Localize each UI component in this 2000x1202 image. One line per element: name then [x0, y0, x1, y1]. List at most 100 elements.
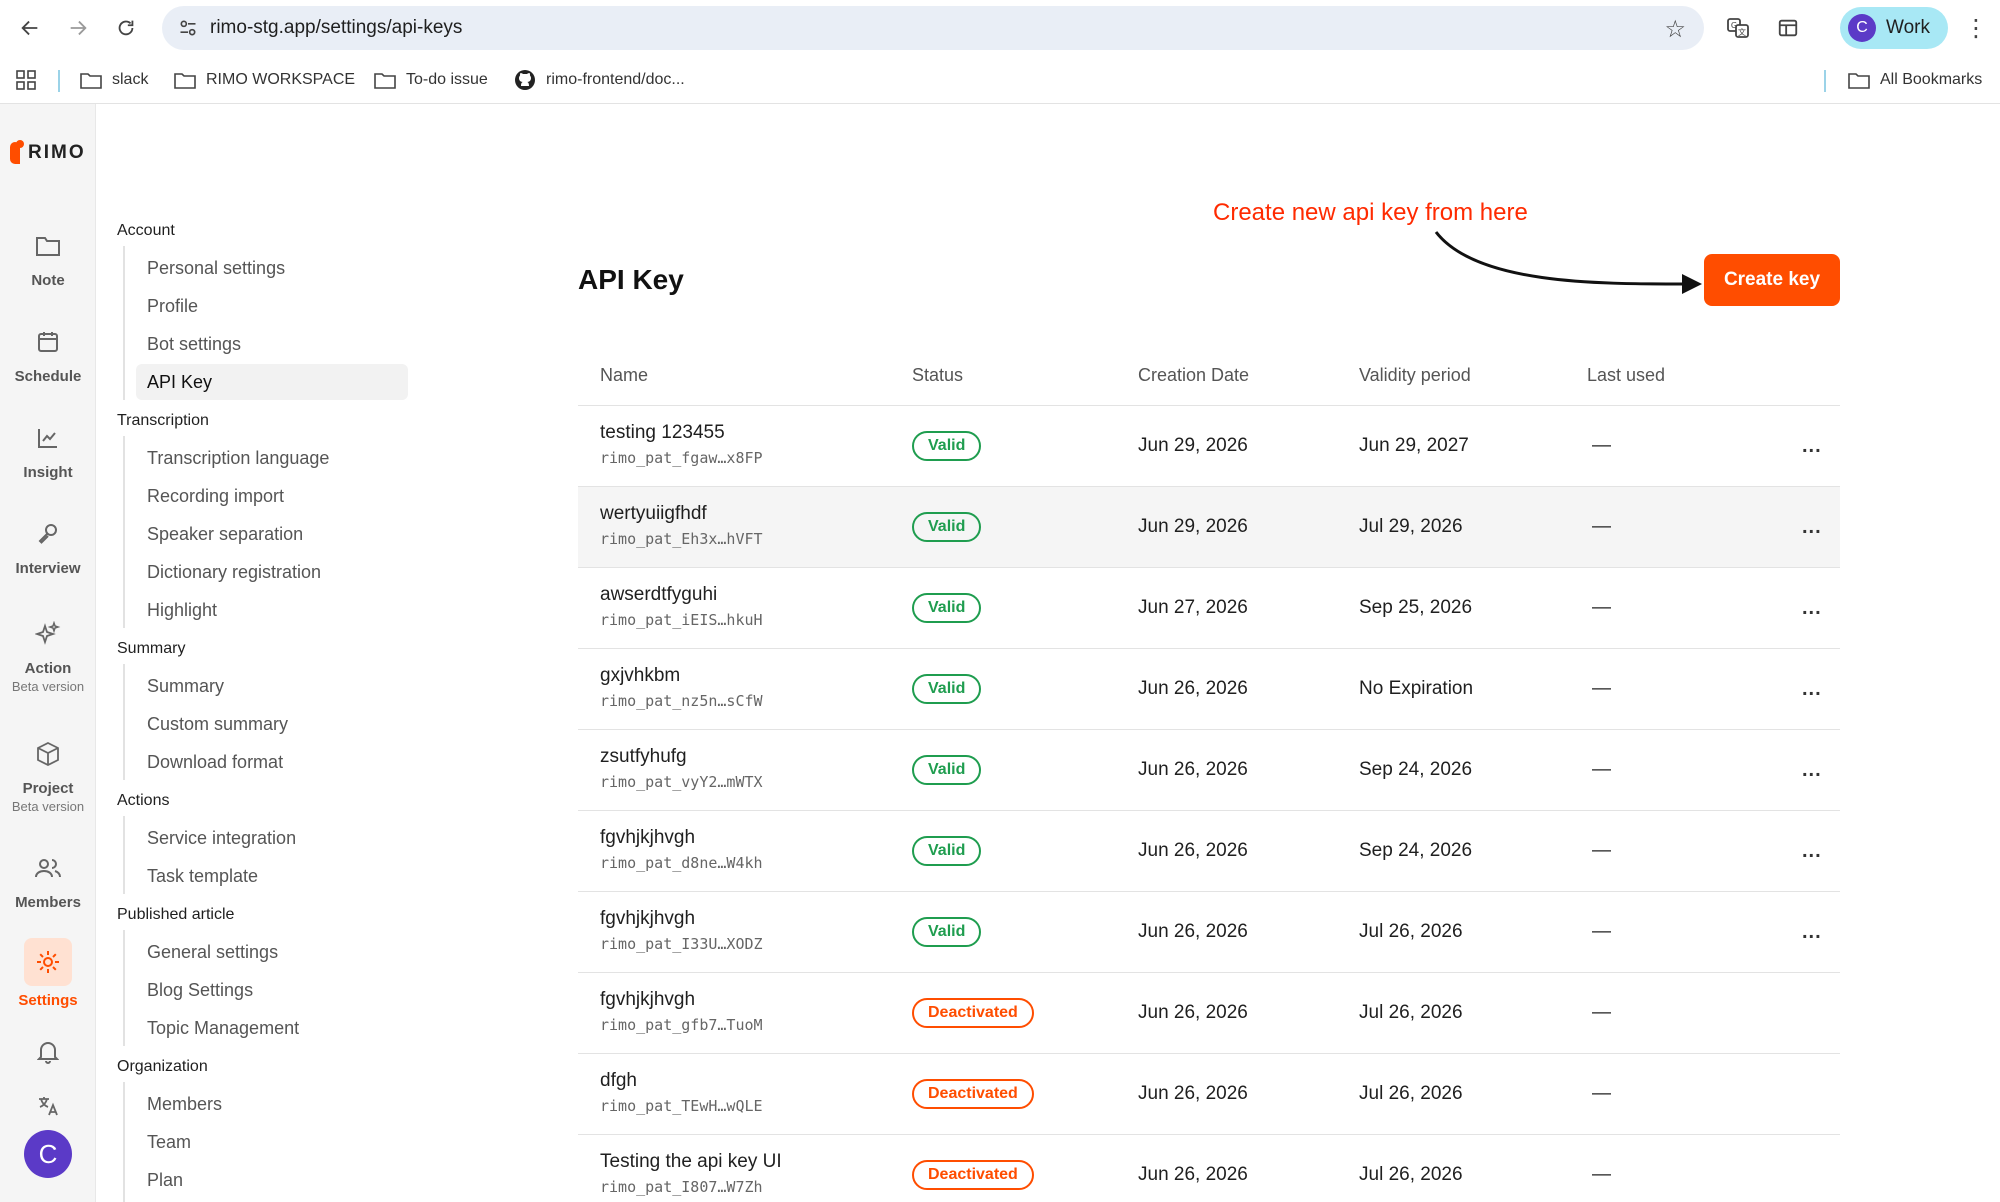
rail-label: Settings	[18, 992, 78, 1009]
nav-profile[interactable]: Profile	[147, 295, 199, 316]
table-row[interactable]: dfgh rimo_pat_TEwH…wQLE Deactivated Jun 26,…	[578, 1054, 1840, 1135]
key-name-cell: awserdtfyguhi rimo_pat_iEIS…hkuH	[600, 584, 763, 629]
rail-action[interactable]: Action Beta version	[0, 614, 96, 694]
table-row[interactable]: fgvhjkjhvgh rimo_pat_I33U…XODZ Valid Jun 26…	[578, 892, 1840, 973]
rail-interview[interactable]: Interview	[0, 514, 96, 577]
nav-dictionary-registration[interactable]: Dictionary registration	[147, 561, 322, 582]
nav-highlight[interactable]: Highlight	[147, 599, 218, 620]
table-row[interactable]: zsutfyhufg rimo_pat_vyY2…mWTX Valid Jun 26,…	[578, 730, 1840, 811]
table-row[interactable]: Testing the api key UI rimo_pat_I807…W7Zh…	[578, 1135, 1840, 1202]
nav-topic-management[interactable]: Topic Management	[147, 1017, 300, 1038]
status-badge: Valid	[912, 917, 982, 947]
key-name: fgvhjkjhvgh	[600, 989, 696, 1010]
reload-icon[interactable]	[110, 12, 142, 44]
table-row[interactable]: gxjvhkbm rimo_pat_nz5n…sCfW Valid Jun 26, 2…	[578, 649, 1840, 730]
nav-personal-settings[interactable]: Personal settings	[147, 257, 286, 278]
address-bar[interactable]: rimo-stg.app/settings/api-keys ☆	[162, 6, 1704, 50]
folder-icon	[174, 73, 196, 89]
table-row[interactable]: fgvhjkjhvgh rimo_pat_d8ne…W4kh Valid Jun 26…	[578, 811, 1840, 892]
bookmark-star-icon[interactable]: ☆	[1664, 16, 1686, 43]
nav-download-format[interactable]: Download format	[147, 751, 284, 772]
apps-grid-icon[interactable]	[16, 68, 46, 92]
table-row[interactable]: awserdtfyguhi rimo_pat_iEIS…hkuH Valid Jun …	[578, 568, 1840, 649]
browser-menu-icon[interactable]: ⋮	[1964, 14, 1988, 42]
row-menu-icon[interactable]: ...	[1802, 920, 1822, 943]
bookmark-slack[interactable]: slack	[80, 68, 148, 92]
nav-transcription-language[interactable]: Transcription language	[147, 447, 330, 468]
nav-members[interactable]: Members	[147, 1093, 223, 1114]
app-rail: RIMO Note Schedule Insight Interview Act…	[0, 104, 96, 1202]
creation-date-cell: Jun 29, 2026	[1138, 435, 1248, 456]
nav-task-template[interactable]: Task template	[147, 865, 259, 886]
rail-note[interactable]: Note	[0, 226, 96, 289]
folder-icon	[28, 226, 68, 266]
bookmark-rimo-workspace[interactable]: RIMO WORKSPACE	[174, 68, 355, 92]
row-menu-icon[interactable]: ...	[1802, 758, 1822, 781]
profile-avatar: C	[1848, 14, 1876, 42]
forward-arrow-icon[interactable]	[62, 12, 94, 44]
status-cell: Deactivated	[912, 1135, 1034, 1202]
nav-summary[interactable]: Summary	[147, 675, 225, 696]
table-row[interactable]: testing 123455 rimo_pat_fgaw…x8FP Valid Jun…	[578, 406, 1840, 487]
nav-custom-summary[interactable]: Custom summary	[147, 713, 289, 734]
last-used-cell: —	[1592, 759, 1611, 780]
back-arrow-icon[interactable]	[14, 12, 46, 44]
nav-bot-settings[interactable]: Bot settings	[147, 333, 242, 354]
create-key-button[interactable]: Create key	[1704, 254, 1840, 306]
all-bookmarks-label: All Bookmarks	[1880, 71, 1983, 88]
profile-button[interactable]: C Work	[1840, 7, 1948, 49]
rail-settings[interactable]: Settings	[0, 938, 96, 1009]
bookmark-todo-issue[interactable]: To-do issue	[374, 68, 488, 92]
all-bookmarks[interactable]: All Bookmarks	[1848, 68, 1982, 92]
key-token: rimo_pat_TEwH…wQLE	[600, 1097, 763, 1115]
validity-period-cell: Jul 26, 2026	[1359, 1002, 1463, 1023]
table-row[interactable]: wertyuiigfhdf rimo_pat_Eh3x…hVFT Valid Jun …	[578, 487, 1840, 568]
status-badge: Valid	[912, 836, 982, 866]
row-menu-icon[interactable]: ...	[1802, 596, 1822, 619]
bookmark-rimo-frontend[interactable]: rimo-frontend/doc...	[514, 68, 685, 92]
table-row[interactable]: fgvhjkjhvgh rimo_pat_gfb7…TuoM Deactivated…	[578, 973, 1840, 1054]
notifications-button[interactable]	[0, 1032, 96, 1072]
nav-api-key[interactable]: API Key	[136, 364, 408, 400]
rail-members[interactable]: Members	[0, 848, 96, 911]
row-menu-icon[interactable]: ...	[1802, 515, 1822, 538]
user-avatar[interactable]: C	[24, 1130, 72, 1178]
validity-period-cell: Jul 29, 2026	[1359, 516, 1463, 537]
row-menu-icon[interactable]: ...	[1802, 677, 1822, 700]
row-menu-icon[interactable]: ...	[1802, 434, 1822, 457]
bookmark-label: rimo-frontend/doc...	[546, 71, 685, 88]
rail-project[interactable]: Project Beta version	[0, 734, 96, 814]
key-name-cell: fgvhjkjhvgh rimo_pat_d8ne…W4kh	[600, 827, 763, 872]
site-settings-icon[interactable]	[174, 14, 202, 42]
status-cell: Deactivated	[912, 973, 1034, 1053]
status-cell: Valid	[912, 892, 982, 972]
status-cell: Valid	[912, 730, 982, 810]
microphone-icon	[28, 514, 68, 554]
nav-general-settings[interactable]: General settings	[147, 941, 279, 962]
users-icon	[28, 848, 68, 888]
rimo-logo[interactable]: RIMO	[10, 140, 86, 164]
status-badge: Valid	[912, 755, 982, 785]
language-button[interactable]	[0, 1086, 96, 1126]
key-token: rimo_pat_Eh3x…hVFT	[600, 530, 763, 548]
nav-plan[interactable]: Plan	[147, 1169, 184, 1190]
nav-recording-import[interactable]: Recording import	[147, 485, 285, 506]
section-divider	[123, 1082, 125, 1202]
rail-insight[interactable]: Insight	[0, 418, 96, 481]
side-panel-icon[interactable]	[1772, 12, 1804, 44]
section-title-published-article: Published article	[117, 906, 235, 923]
nav-team[interactable]: Team	[147, 1131, 192, 1152]
translate-icon	[28, 1086, 68, 1126]
validity-period-cell: Sep 25, 2026	[1359, 597, 1473, 618]
nav-speaker-separation[interactable]: Speaker separation	[147, 523, 304, 544]
status-badge: Deactivated	[912, 1160, 1034, 1190]
row-menu-icon[interactable]: ...	[1802, 839, 1822, 862]
logo-mark-icon	[10, 140, 24, 164]
url-text[interactable]: rimo-stg.app/settings/api-keys	[210, 17, 463, 38]
annotation-arrow-icon	[1434, 231, 1702, 294]
status-badge: Deactivated	[912, 998, 1034, 1028]
nav-blog-settings[interactable]: Blog Settings	[147, 979, 254, 1000]
rail-schedule[interactable]: Schedule	[0, 322, 96, 385]
nav-service-integration[interactable]: Service integration	[147, 827, 297, 848]
